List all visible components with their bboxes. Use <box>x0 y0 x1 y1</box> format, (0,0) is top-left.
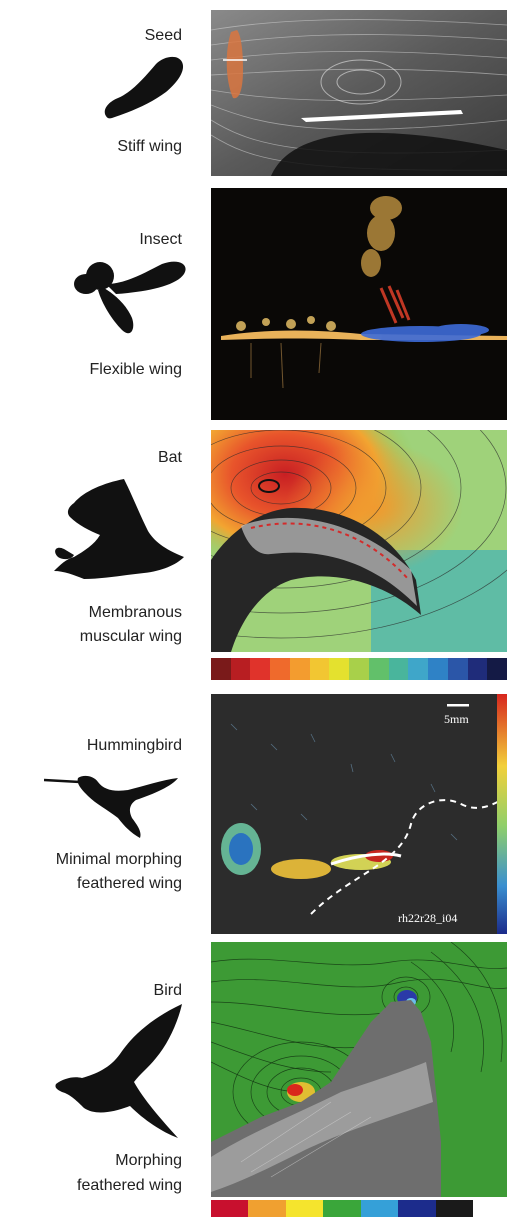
hummingbird-silhouette-icon <box>44 775 178 838</box>
colorbar-swatch <box>329 658 350 680</box>
bat-silhouette-icon <box>54 479 184 579</box>
colorbar-swatch <box>211 1200 249 1217</box>
colorbar-swatch <box>285 1200 324 1217</box>
bat-colorbar <box>211 658 507 680</box>
colorbar-swatch <box>428 658 448 680</box>
insect-label: Insect <box>139 231 182 248</box>
hummingbird-flow-image <box>211 694 507 934</box>
colorbar-swatch <box>250 658 271 680</box>
colorbar-swatch <box>447 658 468 680</box>
bird-wing-label-line1: Morphing <box>115 1152 182 1169</box>
colorbar-swatch <box>360 1200 399 1217</box>
hummingbird-wing-label-line2: feathered wing <box>77 875 182 892</box>
colorbar-swatch <box>408 658 429 680</box>
colorbar-swatch <box>467 658 488 680</box>
bird-flow-image <box>211 942 507 1197</box>
seed-label: Seed <box>144 27 182 44</box>
insect-silhouette-icon <box>74 261 186 334</box>
bat-label: Bat <box>157 449 182 466</box>
bird-wing-label-line2: feathered wing <box>77 1177 182 1194</box>
bird-label: Bird <box>153 982 182 999</box>
colorbar-swatch <box>388 658 409 680</box>
colorbar-swatch <box>230 658 251 680</box>
seed-flow-image <box>211 10 507 176</box>
colorbar-swatch <box>309 658 330 680</box>
colorbar-swatch <box>368 658 389 680</box>
bird-silhouette-icon <box>55 1004 182 1138</box>
stiff-wing-label: Stiff wing <box>117 138 182 155</box>
colorbar-swatch <box>270 658 290 680</box>
colorbar-swatch <box>248 1200 286 1217</box>
colorbar-swatch <box>211 658 231 680</box>
scale-bar-label: 5mm <box>444 712 469 726</box>
bat-flow-image <box>211 430 507 652</box>
colorbar-swatch <box>435 1200 473 1217</box>
colorbar-swatch <box>323 1200 361 1217</box>
insect-flow-image <box>211 188 507 420</box>
colorbar-swatch <box>349 658 369 680</box>
seed-silhouette-icon <box>104 56 184 119</box>
hummingbird-wing-label-line1: Minimal morphing <box>55 851 182 868</box>
colorbar-swatch <box>289 658 310 680</box>
frame-id-label: rh22r28_i04 <box>398 911 458 925</box>
colorbar-swatch <box>487 658 507 680</box>
colorbar-swatch <box>398 1200 436 1217</box>
bat-wing-label-line2: muscular wing <box>79 628 182 645</box>
flexible-wing-label: Flexible wing <box>89 361 182 378</box>
bat-wing-label-line1: Membranous <box>88 604 182 621</box>
hummingbird-label: Hummingbird <box>86 737 182 754</box>
bird-colorbar <box>211 1200 473 1217</box>
